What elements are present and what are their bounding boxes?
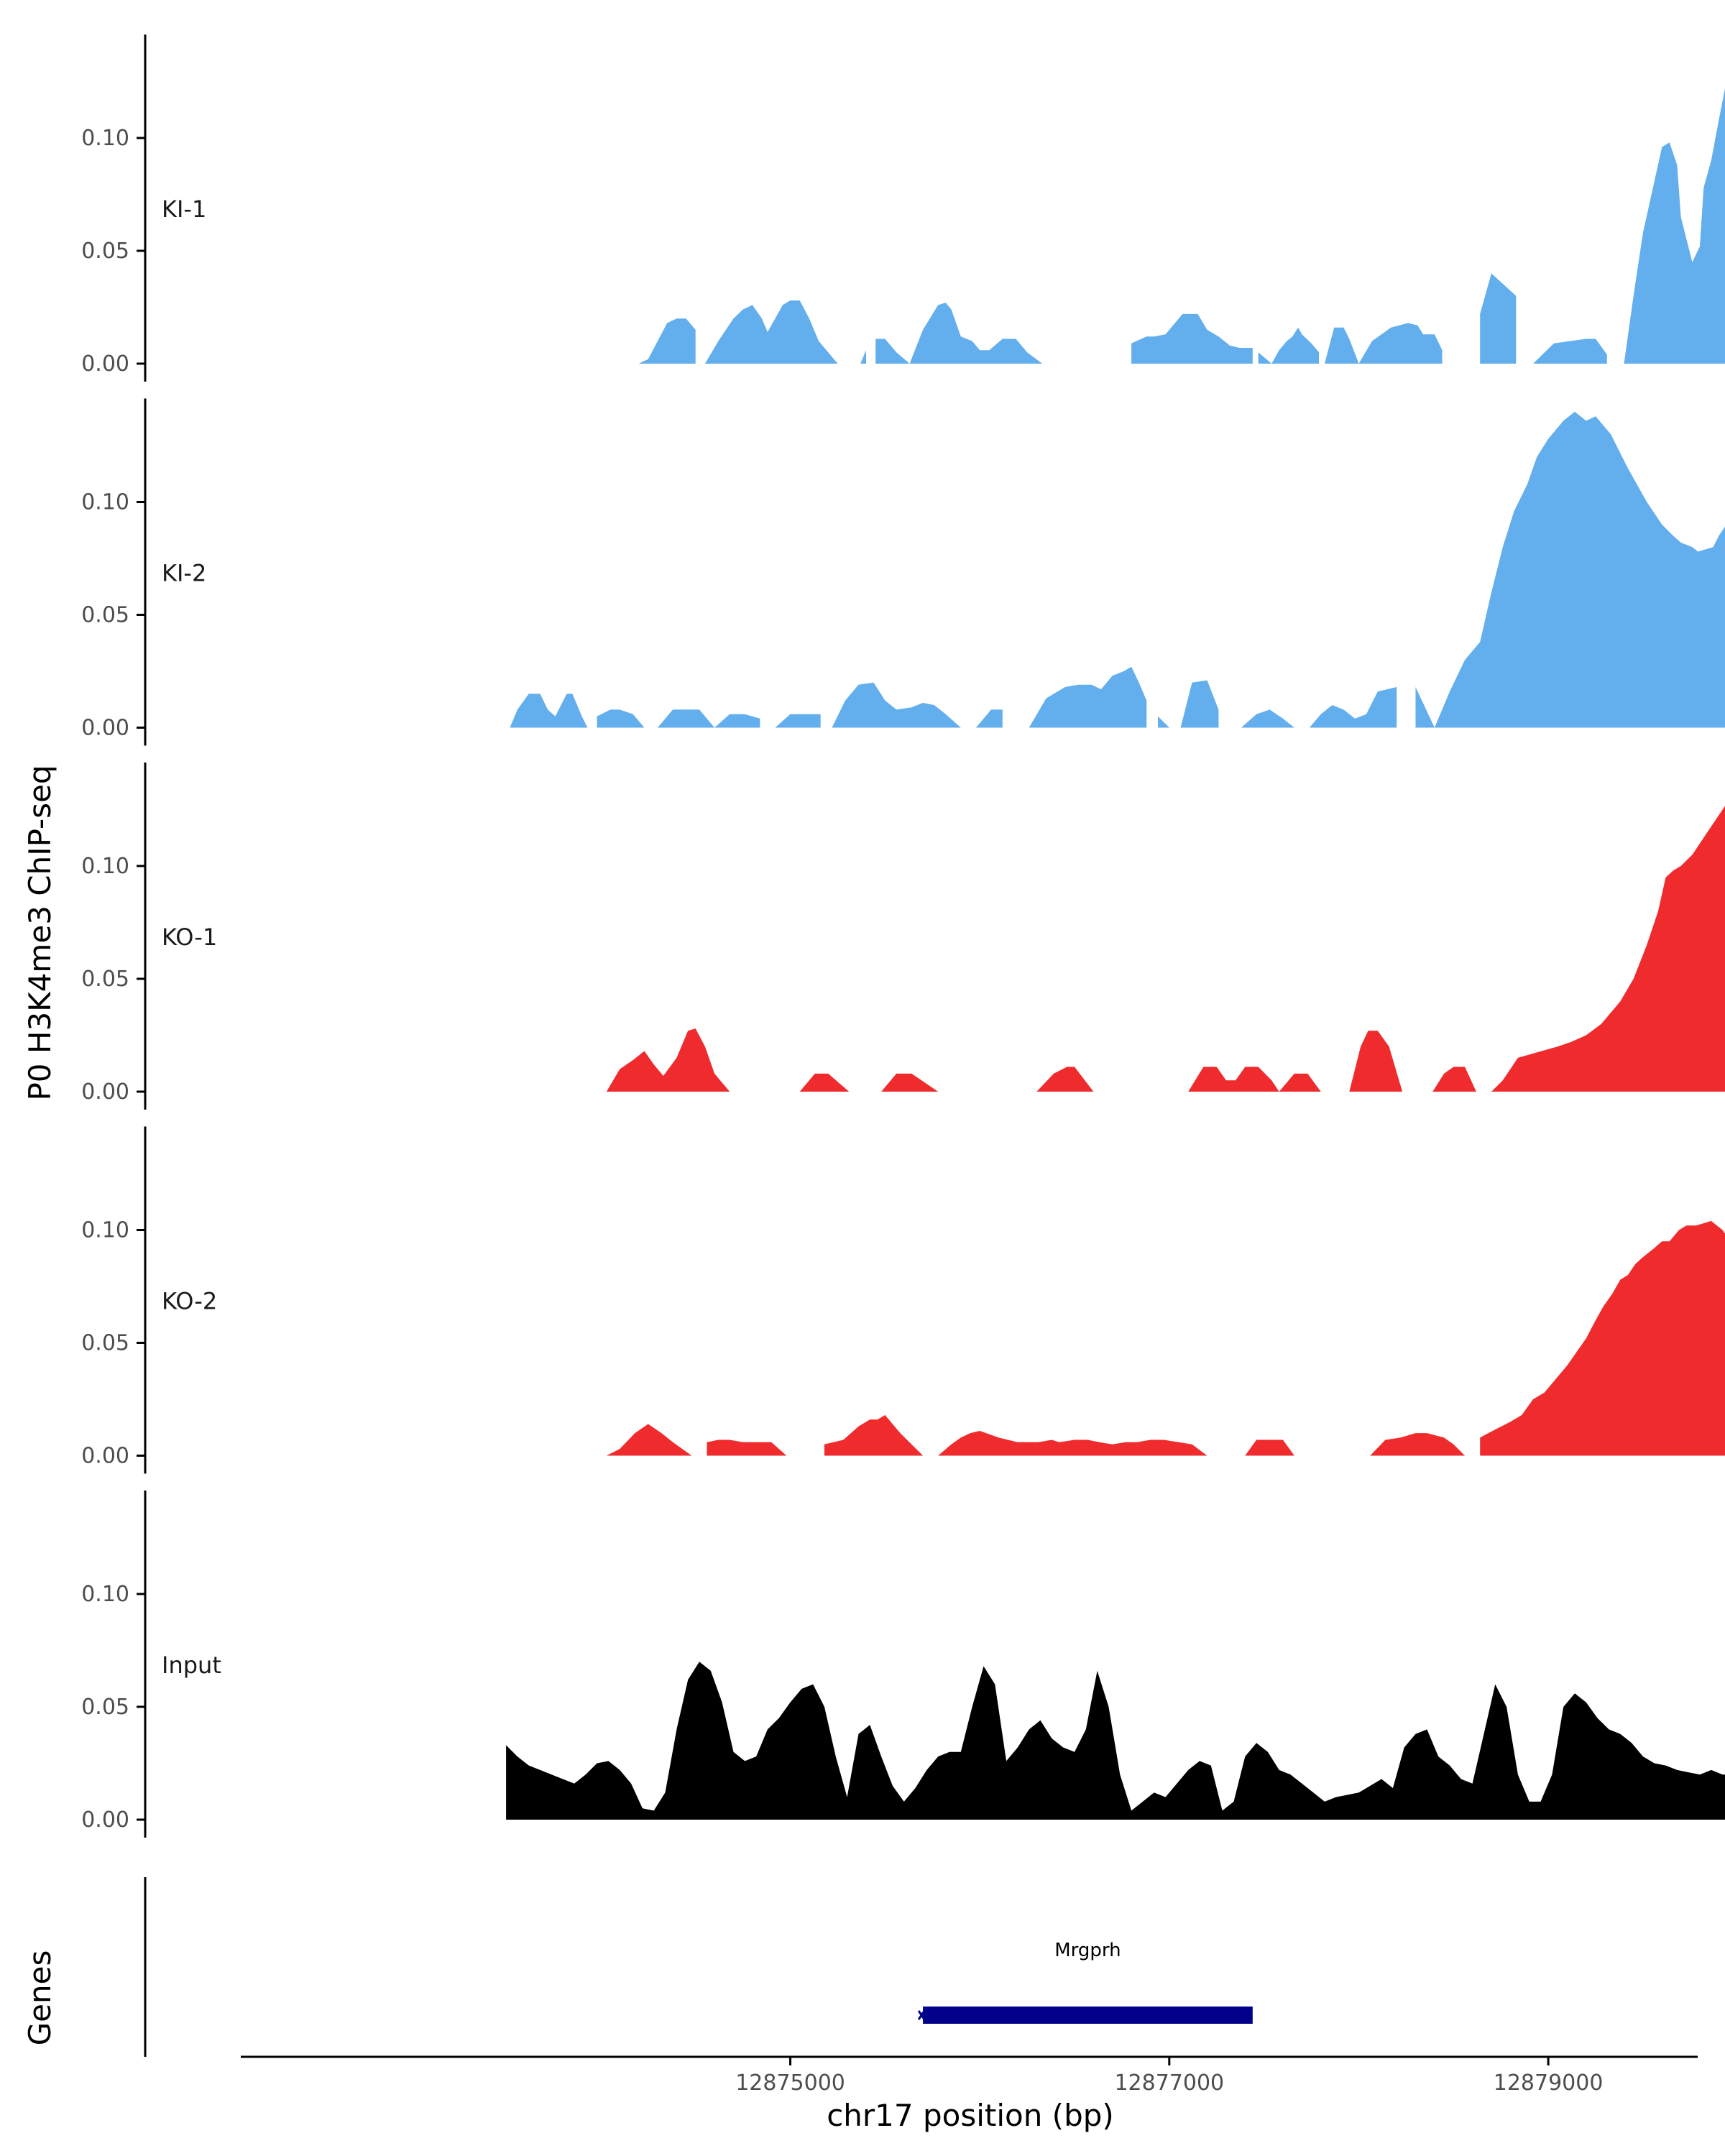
y-tick-label: 0.00 bbox=[81, 1444, 129, 1469]
signal-area-ki-2-0 bbox=[510, 694, 588, 728]
gene-strand-marker bbox=[917, 2010, 926, 2020]
signal-area-ki-2-2 bbox=[658, 709, 760, 728]
track-panel-ki-2: 0.00 0.05 0.10 KI-2 bbox=[81, 398, 1725, 746]
x-tick-label: 12875000 bbox=[735, 2070, 845, 2096]
track-panel-ko-2: 0.00 0.05 0.10 KO-2 bbox=[81, 1126, 1725, 1474]
signal-area-ki-2-4 bbox=[832, 682, 961, 728]
signal-area-ki-2-5 bbox=[975, 709, 1003, 728]
track-panel-ki-1: 0.00 0.05 0.10 KI-1 bbox=[81, 34, 1725, 382]
signal-area-ki-2-3 bbox=[775, 714, 821, 728]
y-tick-label: 0.00 bbox=[81, 351, 129, 377]
track-label: KI-1 bbox=[162, 195, 206, 223]
signal-area-ko-2-2 bbox=[824, 1415, 924, 1456]
signal-area-ki-2-6 bbox=[1016, 666, 1147, 728]
signal-area-ki-1-7 bbox=[1533, 338, 1607, 364]
y-tick-label: 0.10 bbox=[81, 1582, 129, 1607]
signal-area-ki-2-1 bbox=[597, 709, 645, 728]
signal-area-ko-2-3 bbox=[938, 1431, 1226, 1456]
track-panel-ko-1: 0.00 0.05 0.10 KO-1 bbox=[81, 763, 1725, 1110]
signal-area-ko-1-3 bbox=[1036, 1067, 1094, 1092]
y-axis-title: P0 H3K4me3 ChIP-seq bbox=[22, 765, 58, 1100]
signal-area-ko-2-5 bbox=[1370, 1433, 1466, 1456]
signal-area-ki-1-5 bbox=[1325, 323, 1443, 364]
signal-area-input-0 bbox=[506, 1662, 1725, 1820]
x-tick-label: 12879000 bbox=[1494, 2070, 1604, 2096]
gene-label: Mrgprh bbox=[1054, 1940, 1121, 1961]
y-tick-label: 0.05 bbox=[81, 239, 129, 264]
signal-area-ki-2-7 bbox=[1158, 716, 1169, 728]
track-panels: 0.00 0.05 0.10 KI-1 0.00 0.05 0.10 KI-2 0.00 0.05… bbox=[81, 34, 1725, 1838]
y-tick-label: 0.05 bbox=[81, 1331, 129, 1356]
genes-axis-title: Genes bbox=[22, 1950, 58, 2046]
y-tick-label: 0.10 bbox=[81, 126, 129, 151]
y-tick-label: 0.05 bbox=[81, 967, 129, 992]
signal-area-ko-1-0 bbox=[606, 1028, 743, 1092]
signal-area-ki-2-9 bbox=[1225, 709, 1294, 728]
signal-area-ko-1-5 bbox=[1349, 1031, 1403, 1092]
signal-area-ko-2-0 bbox=[606, 1424, 692, 1456]
track-label: KO-1 bbox=[162, 923, 217, 951]
signal-area-ko-1-2 bbox=[881, 1073, 939, 1092]
signal-area-ki-2-11 bbox=[1415, 411, 1725, 728]
signal-area-ko-2-1 bbox=[707, 1439, 809, 1456]
y-tick-label: 0.00 bbox=[81, 1079, 129, 1105]
signal-area-ki-1-3 bbox=[1131, 313, 1253, 364]
signal-area-ki-2-8 bbox=[1180, 680, 1219, 728]
y-tick-label: 0.10 bbox=[81, 1218, 129, 1243]
signal-area-ki-1-8 bbox=[1624, 88, 1725, 364]
signal-area-ko-1-7 bbox=[1491, 806, 1725, 1092]
y-tick-label: 0.05 bbox=[81, 603, 129, 628]
gene-body-bar bbox=[923, 2007, 1253, 2024]
track-label: KI-2 bbox=[162, 560, 206, 587]
track-label: KO-2 bbox=[162, 1288, 217, 1315]
x-axis-title: chr17 position (bp) bbox=[827, 2098, 1114, 2133]
track-panel-input: 0.00 0.05 0.10 Input bbox=[81, 1491, 1725, 1838]
signal-area-ko-2-6 bbox=[1480, 1220, 1725, 1456]
y-tick-label: 0.00 bbox=[81, 1807, 129, 1833]
gene-annotation-panel: Mrgprh bbox=[144, 1877, 1253, 2057]
signal-area-ki-1-4 bbox=[1258, 327, 1320, 364]
signal-area-ki-1-6 bbox=[1480, 273, 1517, 364]
signal-area-ki-1-0 bbox=[638, 318, 696, 364]
y-tick-label: 0.05 bbox=[81, 1695, 129, 1720]
signal-area-ki-2-10 bbox=[1309, 687, 1397, 728]
signal-area-ko-1-6 bbox=[1415, 1067, 1476, 1092]
x-axis: 12875000 12877000 12879000 bbox=[241, 2055, 1698, 2096]
y-tick-label: 0.10 bbox=[81, 490, 129, 515]
signal-area-ki-1-1 bbox=[704, 300, 866, 364]
signal-area-ki-1-2 bbox=[875, 303, 1116, 364]
signal-area-ko-1-1 bbox=[799, 1073, 850, 1092]
x-tick-label: 12877000 bbox=[1114, 2070, 1224, 2096]
signal-area-ko-1-4 bbox=[1188, 1067, 1330, 1092]
signal-area-ko-2-4 bbox=[1245, 1439, 1314, 1456]
track-label: Input bbox=[162, 1651, 221, 1679]
y-tick-label: 0.00 bbox=[81, 716, 129, 741]
y-tick-label: 0.10 bbox=[81, 854, 129, 879]
